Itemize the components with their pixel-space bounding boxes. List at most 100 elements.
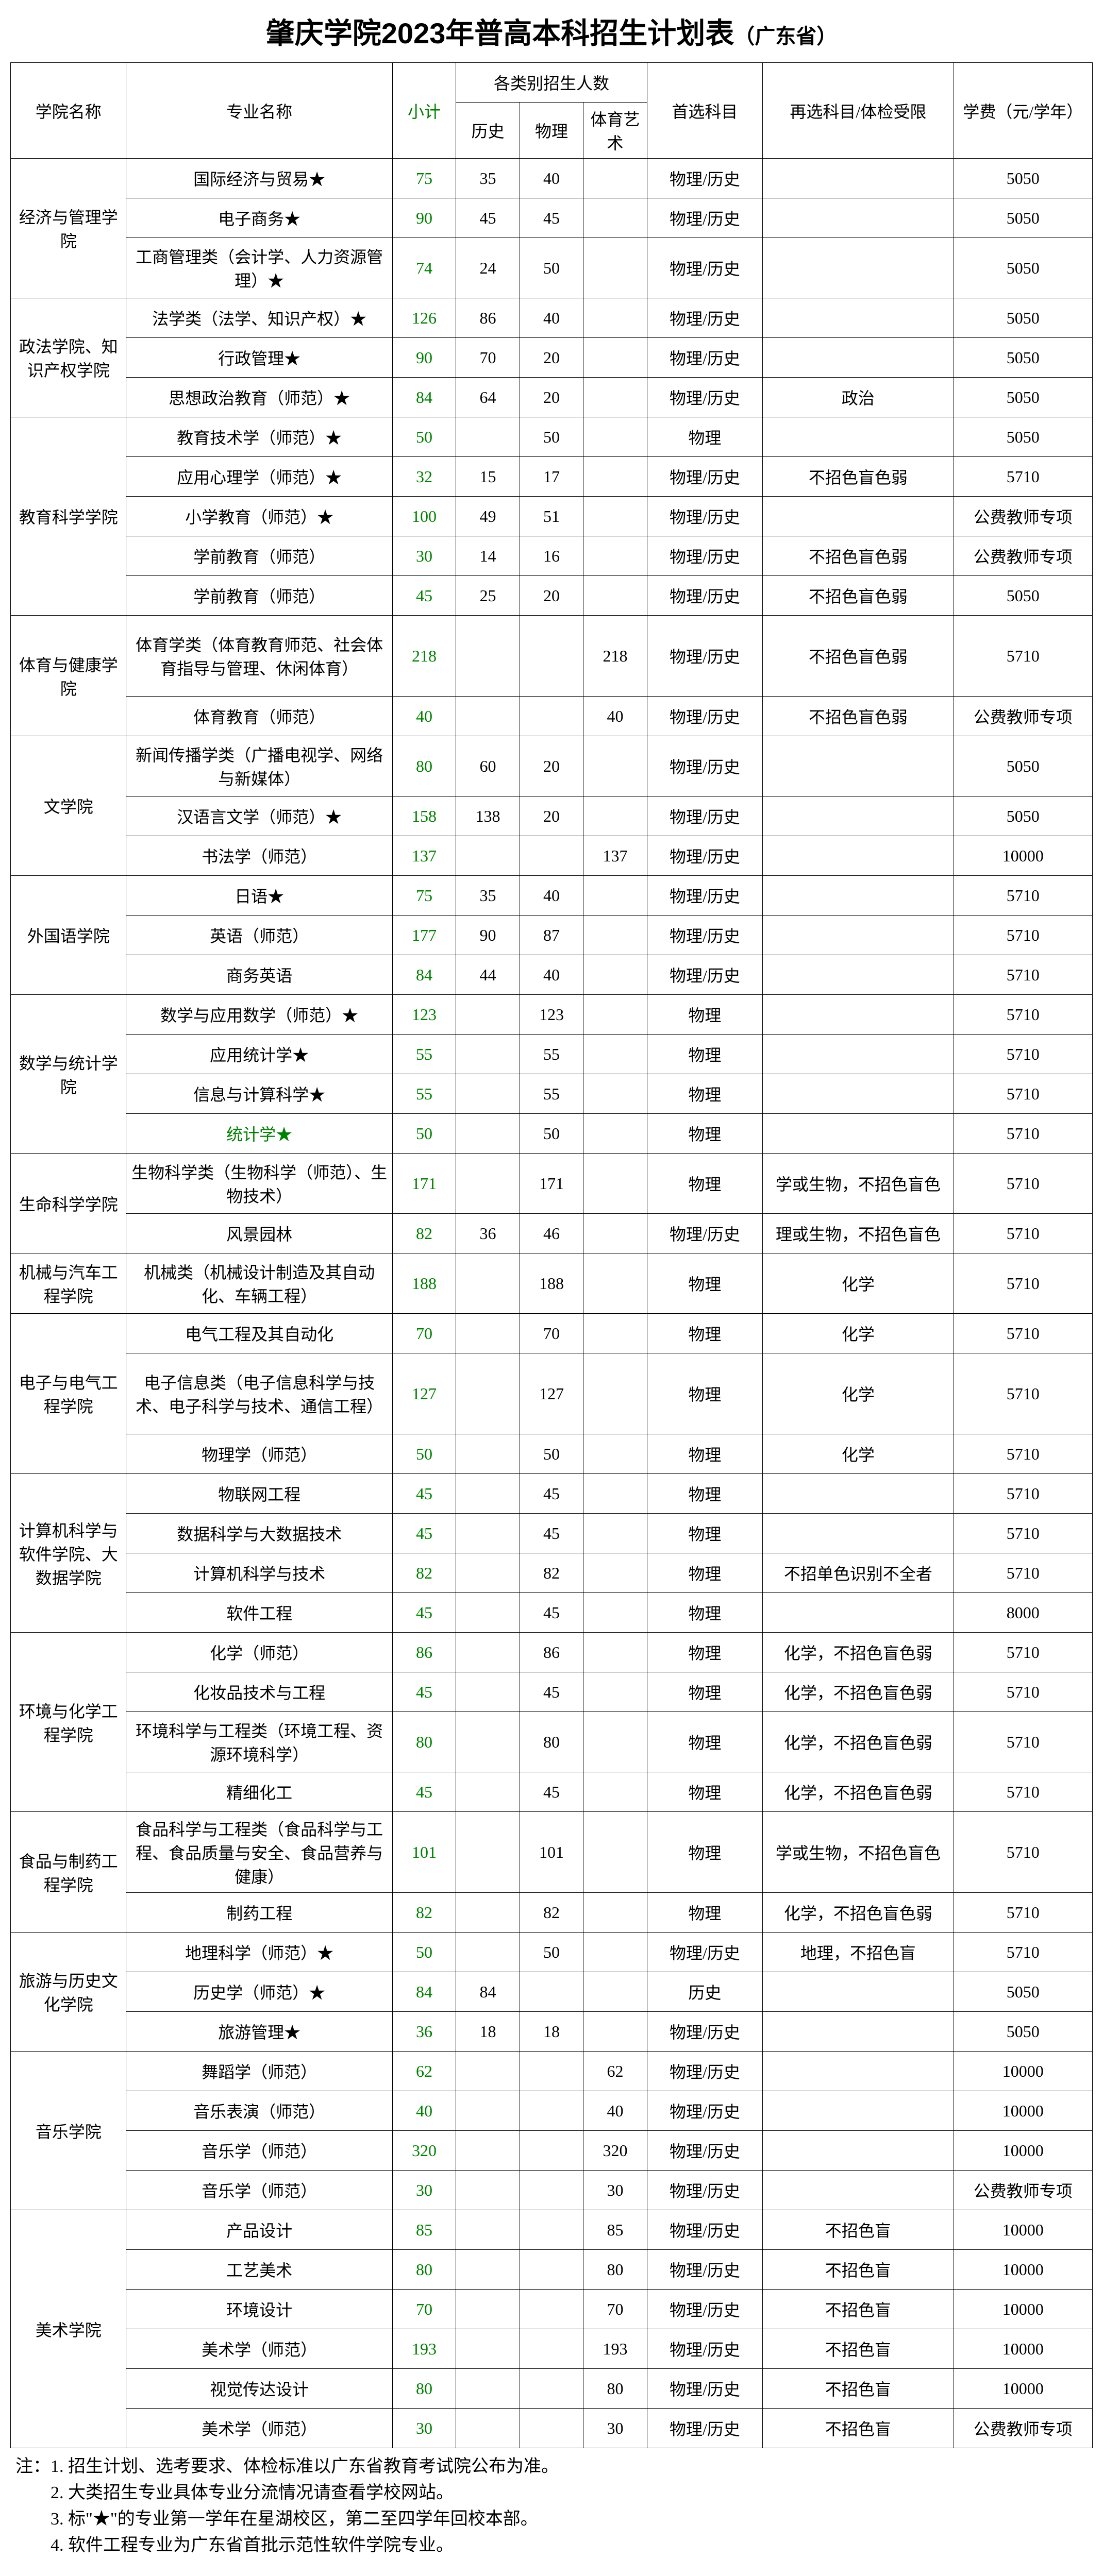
table-row: 音乐学（师范）3030物理/历史公费教师专项 (11, 2171, 1093, 2210)
table-row: 旅游管理★361818物理/历史5050 (11, 2012, 1093, 2052)
major-cell: 商务英语 (126, 955, 392, 995)
limit-cell: 学或生物，不招色盲色 (763, 1154, 954, 1214)
first-subject-cell: 物理/历史 (647, 198, 762, 238)
art-cell: 218 (583, 616, 647, 697)
art-cell (583, 1772, 647, 1812)
history-cell (456, 1553, 520, 1593)
table-row: 计算机科学与软件学院、大数据学院物联网工程4545物理5710 (11, 1474, 1093, 1514)
art-cell (583, 1633, 647, 1672)
fee-cell: 10000 (954, 2369, 1092, 2409)
table-row: 音乐学（师范）320320物理/历史10000 (11, 2131, 1093, 2171)
history-cell (456, 2210, 520, 2250)
art-cell (583, 198, 647, 238)
table-row: 文学院新闻传播学类（广播电视学、网络与新媒体）806020物理/历史5050 (11, 736, 1093, 796)
first-subject-cell: 物理 (647, 1812, 762, 1893)
subtotal-cell: 45 (392, 1593, 456, 1633)
fee-cell: 5710 (954, 1933, 1092, 1972)
art-cell: 193 (583, 2329, 647, 2369)
first-subject-cell: 物理 (647, 1114, 762, 1154)
limit-cell (763, 497, 954, 536)
fee-cell: 10000 (954, 2210, 1092, 2250)
first-subject-cell: 物理/历史 (647, 697, 762, 736)
limit-cell: 政治 (763, 378, 954, 417)
major-cell: 计算机科学与技术 (126, 1553, 392, 1593)
header-history: 历史 (456, 103, 520, 159)
major-cell: 美术学（师范） (126, 2409, 392, 2448)
physics-cell (520, 2091, 583, 2131)
history-cell (456, 2369, 520, 2409)
art-cell (583, 1434, 647, 1474)
subtotal-cell: 50 (392, 417, 456, 457)
subtotal-cell: 80 (392, 2250, 456, 2290)
physics-cell: 50 (520, 1114, 583, 1154)
table-row: 工商管理类（会计学、人力资源管理）★742450物理/历史5050 (11, 238, 1093, 298)
art-cell (583, 1712, 647, 1772)
major-cell: 信息与计算科学★ (126, 1074, 392, 1114)
table-row: 机械与汽车工程学院机械类（机械设计制造及其自动化、车辆工程）188188物理化学… (11, 1253, 1093, 1314)
college-name-cell: 机械与汽车工程学院 (11, 1253, 126, 1314)
subtotal-cell: 82 (392, 1214, 456, 1253)
subtotal-cell: 45 (392, 576, 456, 616)
first-subject-cell: 物理/历史 (647, 1933, 762, 1972)
major-cell: 电子商务★ (126, 198, 392, 238)
major-cell: 物联网工程 (126, 1474, 392, 1514)
history-cell (456, 2052, 520, 2091)
table-row: 美术学（师范）3030物理/历史不招色盲公费教师专项 (11, 2409, 1093, 2448)
first-subject-cell: 物理/历史 (647, 955, 762, 995)
major-cell: 音乐表演（师范） (126, 2091, 392, 2131)
history-cell (456, 1933, 520, 1972)
history-cell (456, 2290, 520, 2329)
fee-cell: 5710 (954, 1474, 1092, 1514)
art-cell (583, 159, 647, 198)
art-cell (583, 298, 647, 338)
history-cell (456, 1772, 520, 1812)
subtotal-cell: 74 (392, 238, 456, 298)
notes-section: 注：1. 招生计划、选考要求、体检标准以广东省教育考试院公布为准。 2. 大类招… (10, 2453, 1093, 2558)
fee-cell: 5710 (954, 955, 1092, 995)
art-cell: 80 (583, 2250, 647, 2290)
limit-cell (763, 1972, 954, 2012)
limit-cell: 不招色盲 (763, 2250, 954, 2290)
history-cell: 44 (456, 955, 520, 995)
physics-cell: 51 (520, 497, 583, 536)
major-cell: 制药工程 (126, 1893, 392, 1933)
major-cell: 体育学类（体育教育师范、社会体育指导与管理、休闲体育） (126, 616, 392, 697)
college-name-cell: 旅游与历史文化学院 (11, 1933, 126, 2052)
major-cell: 化妆品技术与工程 (126, 1672, 392, 1712)
limit-cell (763, 955, 954, 995)
subtotal-cell: 75 (392, 159, 456, 198)
major-cell: 学前教育（师范） (126, 576, 392, 616)
art-cell (583, 1074, 647, 1114)
limit-cell (763, 916, 954, 955)
first-subject-cell: 物理/历史 (647, 576, 762, 616)
history-cell: 84 (456, 1972, 520, 2012)
major-cell: 视觉传达设计 (126, 2369, 392, 2409)
art-cell (583, 876, 647, 916)
first-subject-cell: 物理 (647, 1353, 762, 1434)
physics-cell: 50 (520, 1933, 583, 1972)
fee-cell: 5050 (954, 378, 1092, 417)
first-subject-cell: 物理/历史 (647, 2171, 762, 2210)
physics-cell (520, 2250, 583, 2290)
limit-cell: 化学 (763, 1253, 954, 1314)
history-cell: 60 (456, 736, 520, 796)
art-cell (583, 1933, 647, 1972)
art-cell (583, 1353, 647, 1434)
limit-cell: 不招单色识别不全者 (763, 1553, 954, 1593)
physics-cell: 20 (520, 736, 583, 796)
fee-cell: 5710 (954, 616, 1092, 697)
art-cell (583, 1514, 647, 1553)
subtotal-cell: 30 (392, 2409, 456, 2448)
fee-cell: 5710 (954, 1253, 1092, 1314)
first-subject-cell: 物理 (647, 1712, 762, 1772)
history-cell (456, 2171, 520, 2210)
history-cell: 90 (456, 916, 520, 955)
limit-cell (763, 1474, 954, 1514)
history-cell: 35 (456, 876, 520, 916)
fee-cell: 5710 (954, 1154, 1092, 1214)
header-physics: 物理 (520, 103, 583, 159)
history-cell (456, 1712, 520, 1772)
subtotal-cell: 30 (392, 2171, 456, 2210)
subtotal-cell: 75 (392, 876, 456, 916)
limit-cell: 化学，不招色盲色弱 (763, 1772, 954, 1812)
